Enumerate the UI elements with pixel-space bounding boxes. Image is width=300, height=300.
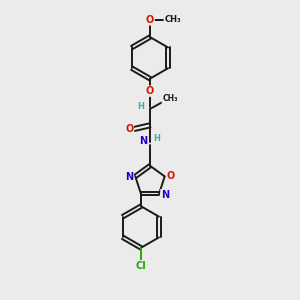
Text: CH₃: CH₃ [165,15,181,24]
Text: O: O [167,170,175,181]
Text: O: O [146,15,154,25]
Text: Cl: Cl [136,261,146,271]
Text: N: N [140,136,148,146]
Text: O: O [125,124,133,134]
Text: O: O [146,86,154,96]
Text: CH₃: CH₃ [162,94,178,103]
Text: N: N [161,190,169,200]
Text: H: H [153,134,160,142]
Text: N: N [125,172,134,182]
Text: H: H [138,101,145,110]
